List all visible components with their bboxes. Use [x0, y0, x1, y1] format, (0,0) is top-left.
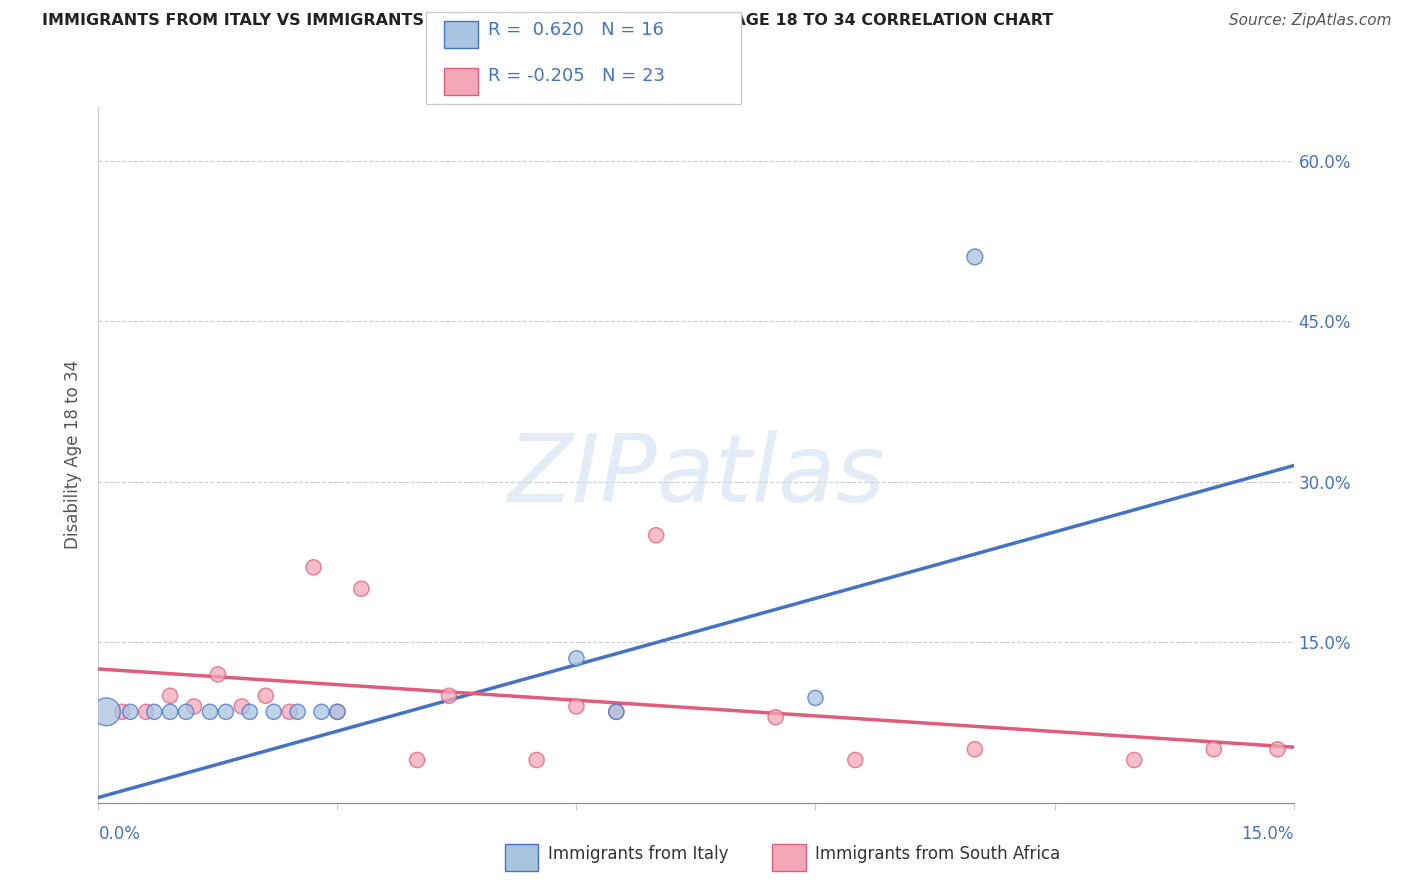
Point: [804, 690, 827, 705]
Point: [765, 710, 787, 724]
Text: IMMIGRANTS FROM ITALY VS IMMIGRANTS FROM SOUTH AFRICA DISABILITY AGE 18 TO 34 CO: IMMIGRANTS FROM ITALY VS IMMIGRANTS FROM…: [42, 13, 1053, 29]
Point: [311, 705, 333, 719]
Point: [605, 705, 627, 719]
Text: R = -0.205   N = 23: R = -0.205 N = 23: [488, 67, 665, 85]
Point: [159, 689, 181, 703]
Point: [231, 699, 253, 714]
Point: [239, 705, 262, 719]
Point: [1202, 742, 1225, 756]
Text: 15.0%: 15.0%: [1241, 825, 1294, 843]
Point: [96, 705, 118, 719]
Point: [565, 699, 588, 714]
Point: [605, 705, 627, 719]
Point: [263, 705, 285, 719]
Point: [207, 667, 229, 681]
Point: [159, 705, 181, 719]
Point: [565, 651, 588, 665]
Point: [278, 705, 301, 719]
Text: R =  0.620   N = 16: R = 0.620 N = 16: [488, 21, 664, 38]
Point: [111, 705, 134, 719]
Text: Source: ZipAtlas.com: Source: ZipAtlas.com: [1229, 13, 1392, 29]
Point: [526, 753, 548, 767]
Point: [326, 705, 349, 719]
Point: [183, 699, 205, 714]
Point: [844, 753, 866, 767]
Point: [1267, 742, 1289, 756]
Point: [198, 705, 221, 719]
Point: [143, 705, 166, 719]
Point: [302, 560, 325, 574]
Point: [326, 705, 349, 719]
Point: [254, 689, 277, 703]
Text: Immigrants from Italy: Immigrants from Italy: [548, 845, 728, 863]
Point: [287, 705, 309, 719]
Point: [174, 705, 197, 719]
Point: [1123, 753, 1146, 767]
Text: ZIPatlas: ZIPatlas: [508, 430, 884, 521]
Point: [406, 753, 429, 767]
Point: [963, 250, 986, 264]
Point: [963, 742, 986, 756]
Text: 0.0%: 0.0%: [98, 825, 141, 843]
Point: [350, 582, 373, 596]
Point: [215, 705, 238, 719]
Point: [645, 528, 668, 542]
Point: [135, 705, 157, 719]
Y-axis label: Disability Age 18 to 34: Disability Age 18 to 34: [65, 360, 83, 549]
Point: [437, 689, 460, 703]
Point: [120, 705, 142, 719]
Text: Immigrants from South Africa: Immigrants from South Africa: [815, 845, 1060, 863]
